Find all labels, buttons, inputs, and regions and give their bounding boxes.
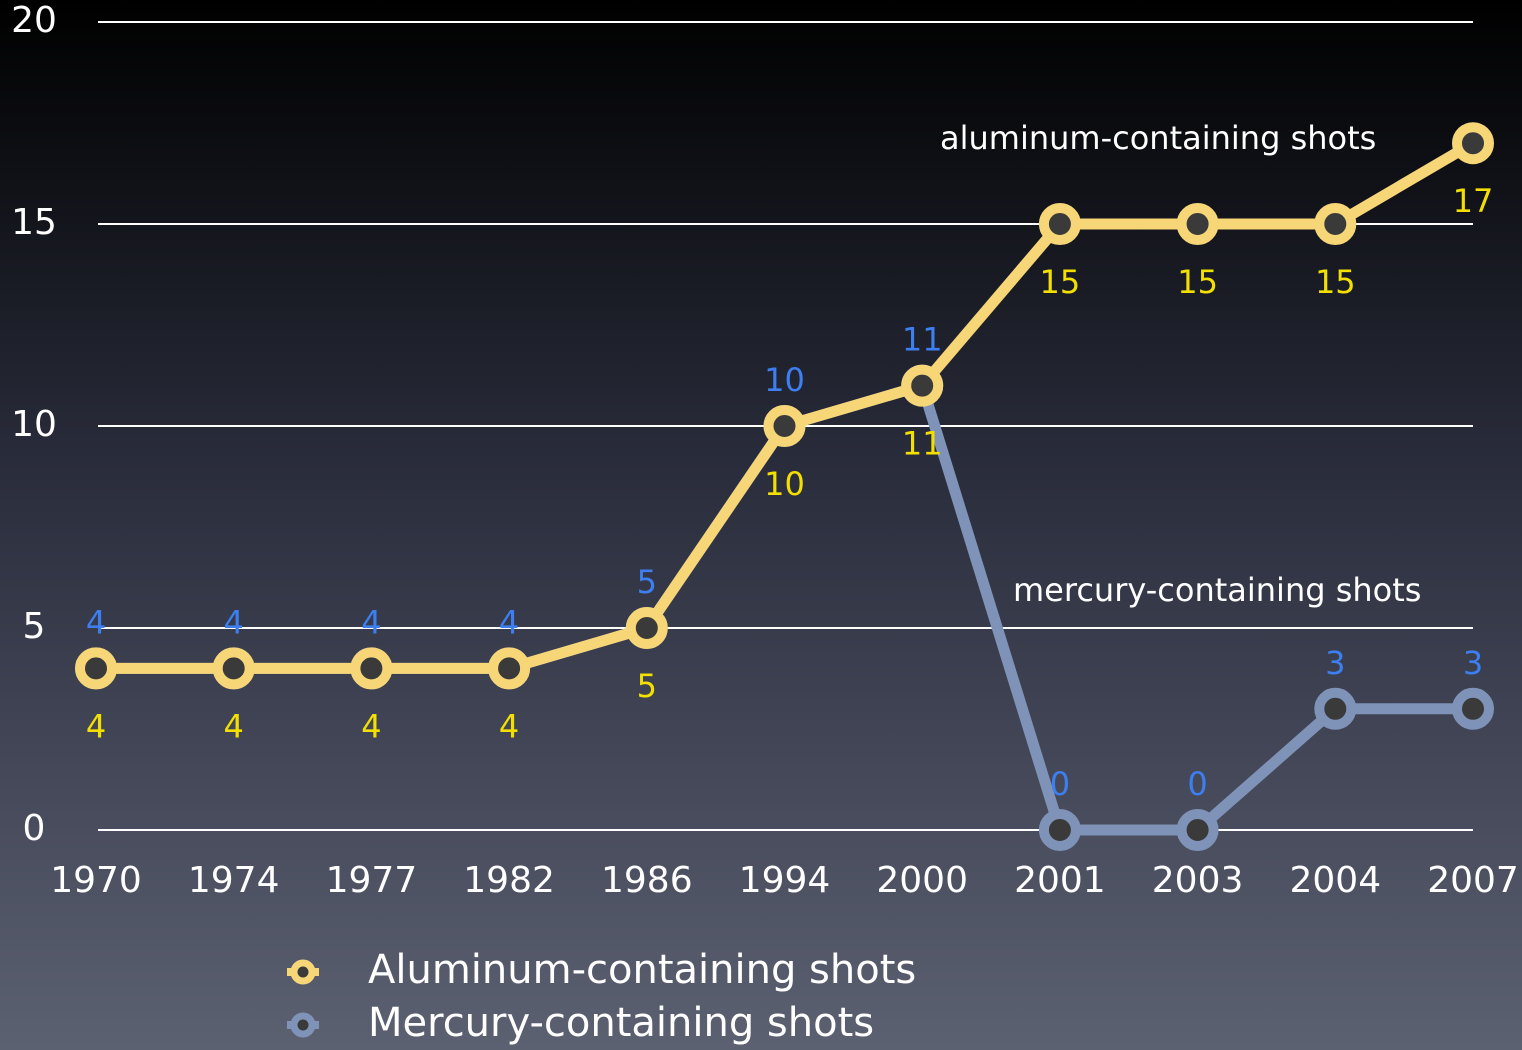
point	[1314, 203, 1357, 245]
y-tick-label: 15	[11, 202, 57, 243]
point	[1176, 203, 1219, 245]
data-label: 0	[1050, 765, 1070, 803]
data-label: 15	[1315, 263, 1356, 301]
legend-label: Aluminum-containing shots	[368, 947, 916, 993]
x-tick-label: 1986	[601, 860, 693, 901]
annotation: aluminum-containing shots	[940, 119, 1376, 157]
point	[1452, 122, 1494, 165]
x-tick-label: 2000	[876, 860, 968, 901]
legend-marker	[290, 959, 316, 985]
data-label: 11	[902, 425, 943, 463]
y-tick-label: 20	[11, 0, 57, 41]
x-tick-label: 1982	[463, 860, 555, 901]
data-label: 4	[86, 603, 106, 641]
data-label: 4	[361, 603, 381, 641]
data-label: 17	[1453, 182, 1494, 220]
annotation: mercury-containing shots	[1013, 571, 1421, 609]
x-tick-label: 1970	[50, 860, 142, 901]
point	[625, 607, 668, 649]
data-label: 5	[637, 563, 657, 601]
point	[763, 405, 806, 447]
data-label: 4	[499, 603, 519, 641]
data-label: 15	[1040, 263, 1081, 301]
point	[1452, 687, 1494, 730]
data-label: 3	[1463, 644, 1483, 682]
point	[1038, 203, 1081, 245]
data-label: 3	[1325, 644, 1345, 682]
point	[1038, 809, 1081, 851]
data-label: 4	[499, 707, 519, 745]
y-tick-label: 10	[11, 404, 57, 445]
data-label: 0	[1187, 765, 1207, 803]
point	[1176, 809, 1219, 851]
point	[212, 647, 255, 690]
legend-marker	[290, 1012, 316, 1038]
x-tick-label: 2001	[1014, 860, 1106, 901]
data-label: 11	[902, 321, 943, 359]
point	[75, 647, 117, 690]
x-tick-label: 1974	[188, 860, 280, 901]
point	[901, 364, 944, 407]
data-label: 10	[764, 465, 805, 503]
data-label: 4	[224, 707, 244, 745]
point	[488, 647, 531, 690]
legend-label: Mercury-containing shots	[368, 1000, 874, 1046]
x-tick-label: 1994	[739, 860, 831, 901]
data-label: 4	[224, 603, 244, 641]
x-tick-label: 1977	[326, 860, 418, 901]
x-tick-label: 2003	[1152, 860, 1244, 901]
data-label: 15	[1177, 263, 1218, 301]
data-label: 4	[361, 707, 381, 745]
x-tick-label: 2007	[1427, 860, 1519, 901]
x-tick-label: 2004	[1289, 860, 1381, 901]
data-label: 5	[637, 667, 657, 705]
data-label: 10	[764, 361, 805, 399]
point	[350, 647, 393, 690]
point	[1314, 687, 1357, 730]
data-label: 4	[86, 707, 106, 745]
y-tick-label: 0	[23, 808, 46, 849]
y-tick-label: 5	[23, 606, 46, 647]
